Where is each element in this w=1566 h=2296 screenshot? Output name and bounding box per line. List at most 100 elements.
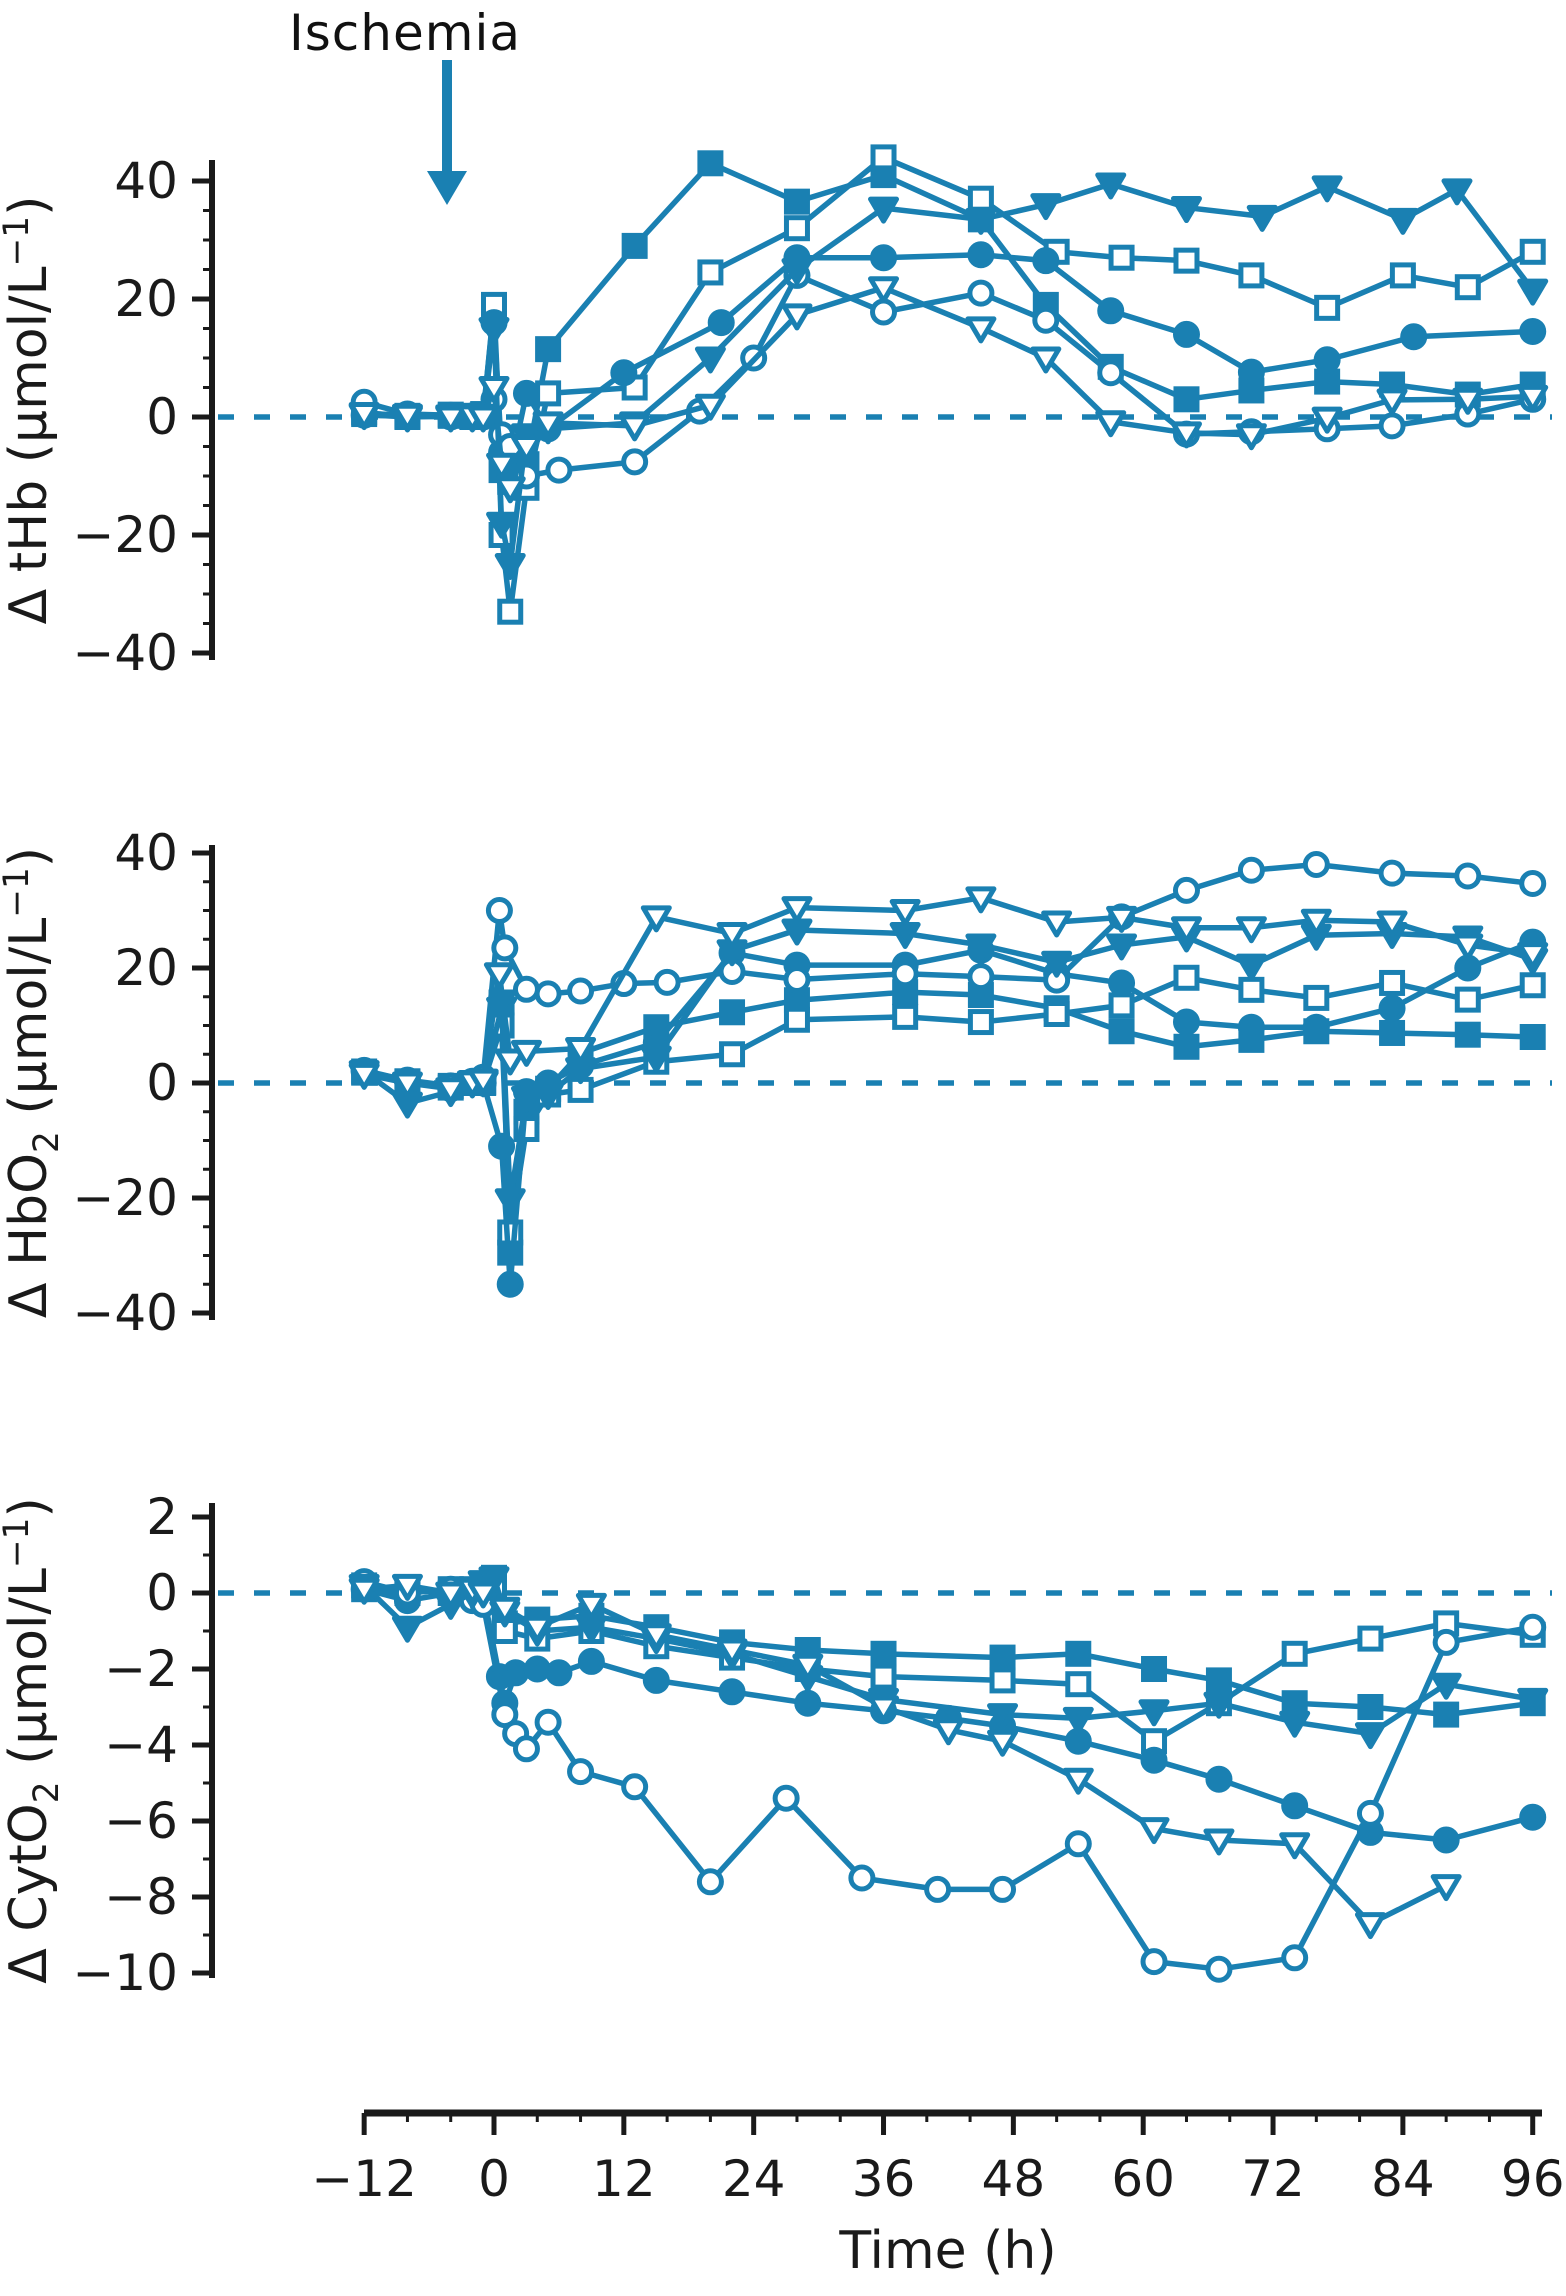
filled-triangle-down-marker	[1311, 175, 1343, 203]
open-triangle-down-marker	[716, 1638, 748, 1666]
y-tick-label: 2	[146, 1488, 178, 1546]
filled-circle-marker	[496, 1270, 524, 1298]
filled-circle-marker	[1172, 320, 1200, 348]
y-tick-label: −40	[72, 624, 178, 682]
filled-circle-marker	[1432, 1826, 1460, 1854]
filled-circle-marker	[967, 241, 995, 269]
ischemia-arrow	[427, 60, 467, 205]
series-filled-triangle	[348, 918, 1549, 1216]
open-square-marker	[783, 1006, 810, 1033]
open-triangle-down-marker	[1354, 1912, 1386, 1940]
filled-circle-marker	[1097, 297, 1125, 325]
filled-triangle-down-marker	[1106, 933, 1138, 961]
filled-triangle-down-marker	[391, 1615, 423, 1643]
open-circle-marker	[1281, 1944, 1309, 1972]
open-triangle-down-marker	[1452, 933, 1484, 961]
open-triangle-down-marker	[1106, 905, 1138, 933]
open-triangle-down-marker	[619, 414, 651, 442]
open-circle-marker	[696, 1868, 724, 1896]
filled-square-marker	[1519, 1024, 1546, 1050]
filled-triangle-down-marker	[868, 196, 900, 224]
filled-square-marker	[535, 336, 562, 363]
filled-circle-marker	[1519, 317, 1547, 345]
open-square-marker	[1454, 274, 1481, 301]
open-circle-marker	[891, 960, 919, 988]
filled-triangle-down-marker	[889, 922, 921, 949]
open-circle-marker	[1432, 1628, 1460, 1656]
x-tick-label: 36	[852, 2150, 916, 2208]
y-tick-label: −6	[104, 1792, 178, 1850]
series-open-triangle	[348, 1573, 1462, 1940]
filled-triangle-down-marker	[1235, 953, 1267, 981]
open-triangle-down-marker	[640, 905, 672, 933]
open-circle-marker	[783, 966, 811, 993]
filled-square-marker	[1173, 386, 1200, 413]
open-triangle-down-marker	[478, 376, 510, 403]
open-triangle-down-marker	[1300, 908, 1332, 936]
x-tick-label: 72	[1241, 2150, 1305, 2208]
ischemia-arrow-head	[427, 171, 467, 205]
filled-triangle-down-marker	[486, 511, 518, 539]
open-triangle-down-marker	[532, 411, 564, 439]
filled-triangle-down-marker	[1095, 172, 1127, 200]
x-tick-label: 48	[982, 2150, 1046, 2208]
open-triangle-down-marker	[640, 1623, 672, 1651]
open-circle-marker	[967, 963, 995, 991]
x-tick-label: 84	[1371, 2150, 1435, 2208]
filled-triangle-down-marker	[1430, 1672, 1462, 1700]
open-square-marker	[1108, 244, 1135, 271]
filled-triangle-down-marker	[478, 317, 510, 344]
open-triangle-down-marker	[694, 393, 726, 421]
open-square-marker	[1065, 1671, 1092, 1698]
open-square-marker	[892, 1003, 919, 1030]
panel-delta-HbO2: 40 20 0 −20 −40Δ HbO2​ (μmol/L−1​)	[0, 824, 1552, 1342]
filled-triangle-down-marker	[1517, 1687, 1549, 1715]
filled-triangle-down-marker	[694, 346, 726, 374]
open-triangle-down-marker	[965, 316, 997, 344]
open-triangle-down-marker	[489, 1596, 521, 1624]
open-triangle-down-marker	[435, 405, 467, 433]
open-triangle-down-marker	[486, 452, 518, 480]
y-tick-label: −20	[72, 506, 178, 564]
open-triangle-down-marker	[781, 303, 813, 331]
open-circle-marker	[534, 980, 562, 1008]
filled-square-marker	[1454, 1021, 1481, 1048]
filled-triangle-down-marker	[1517, 278, 1549, 306]
open-square-marker	[870, 1663, 897, 1690]
open-triangle-down-marker	[435, 1077, 467, 1105]
open-triangle-down-marker	[435, 1581, 467, 1609]
open-triangle-down-marker	[1170, 421, 1202, 449]
open-triangle-down-marker	[1452, 387, 1484, 415]
open-circle-marker	[1378, 859, 1406, 887]
filled-triangle-down-marker	[781, 918, 813, 946]
filled-square-marker	[697, 150, 724, 177]
filled-circle-marker	[1281, 1792, 1309, 1820]
filled-triangle-down-marker	[1170, 196, 1202, 224]
open-square-marker	[1238, 262, 1265, 289]
filled-circle-marker	[870, 244, 898, 272]
open-triangle-down-marker	[494, 476, 526, 504]
x-tick-label: 60	[1111, 2150, 1175, 2208]
open-triangle-down-marker	[1517, 942, 1549, 970]
open-square-marker	[1173, 247, 1200, 274]
open-circle-marker	[1097, 359, 1125, 387]
filled-circle-marker	[718, 1678, 746, 1706]
open-triangle-down-marker	[391, 1573, 423, 1601]
open-circle-marker	[1032, 306, 1060, 334]
filled-triangle-down-marker	[1279, 1710, 1311, 1738]
filled-circle-marker	[1400, 323, 1428, 351]
y-axis-title-text: Δ tHb (μmol/L−1​)	[0, 196, 59, 625]
open-circle-marker	[534, 1708, 562, 1736]
open-triangle-down-marker	[1095, 410, 1127, 438]
filled-circle-marker	[707, 309, 735, 337]
y-tick-label: −4	[104, 1716, 178, 1774]
y-tick-label: 0	[146, 1564, 178, 1622]
series-open-circle	[350, 851, 1547, 1100]
filled-circle-marker	[1237, 1013, 1265, 1041]
x-tick-label: −12	[311, 2150, 417, 2208]
open-circle-marker	[512, 1735, 540, 1763]
panel-delta-CytO2: 2 0 −2 −4 −6 −8 −10Δ CytO2​ (μmol/L−1​)	[0, 1488, 1552, 2002]
filled-triangle-down-marker	[1138, 1699, 1170, 1727]
y-tick-label: 40	[114, 152, 178, 210]
